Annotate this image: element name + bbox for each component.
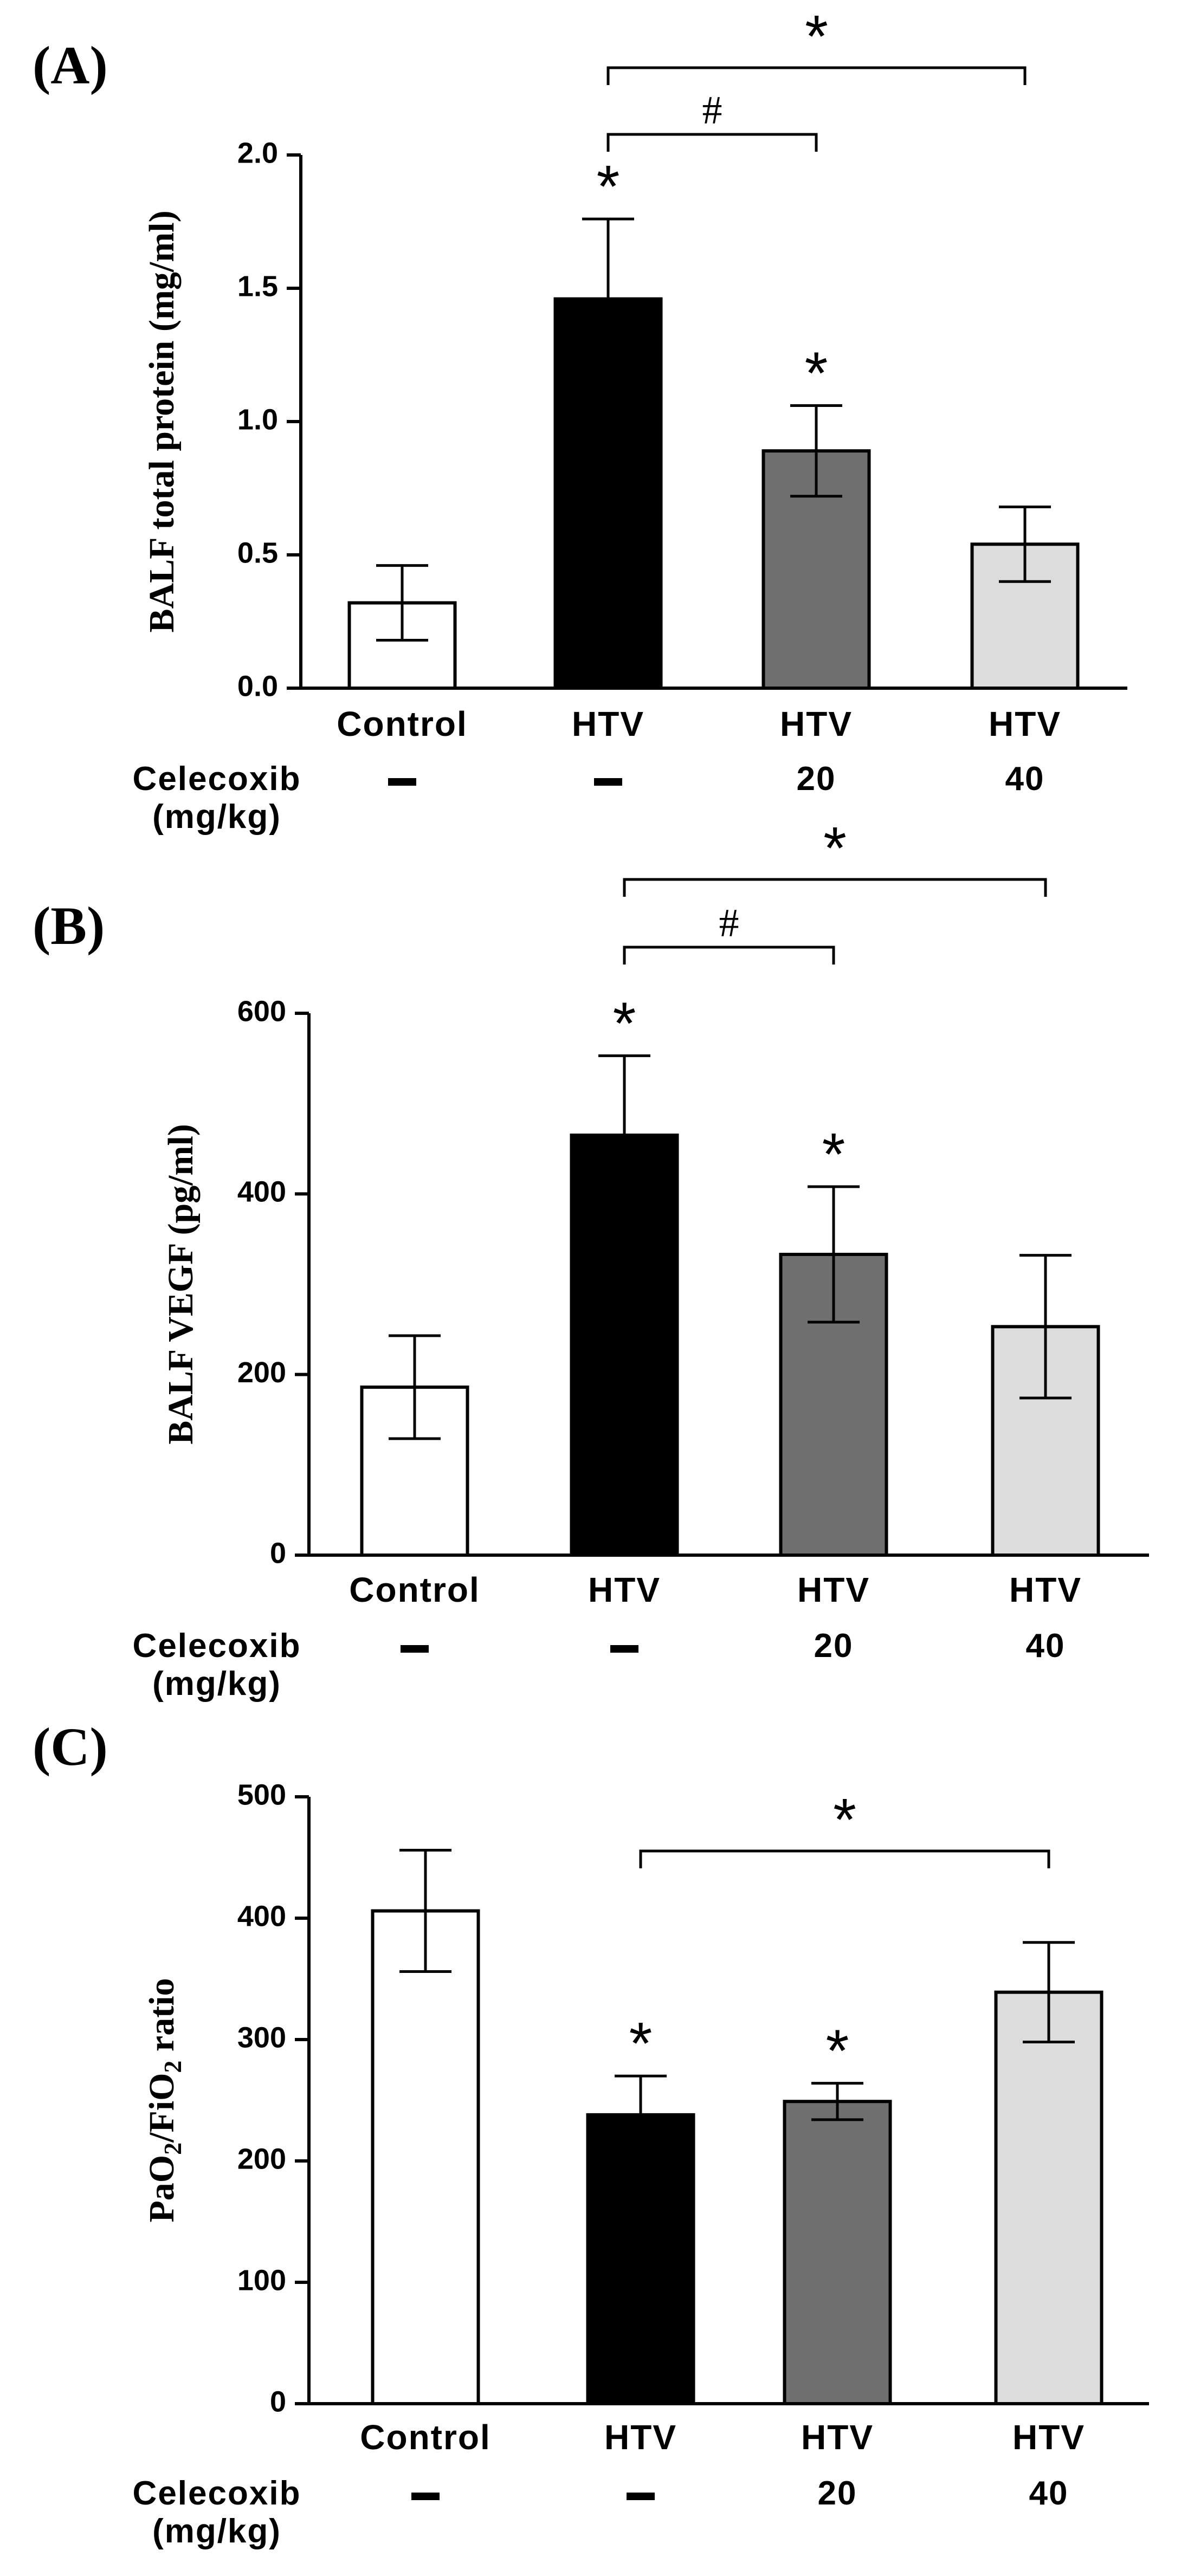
dose-dash [411, 2493, 440, 2500]
y-axis-label: BALF VEGF (pg/ml) [161, 1124, 201, 1445]
y-tick-label: 0 [270, 1537, 286, 1569]
dose-dash [627, 2493, 655, 2500]
y-tick-label: 400 [237, 1176, 286, 1208]
y-axis-label-part: /FiO [142, 2073, 182, 2143]
dose-label: 40 [1029, 2475, 1069, 2512]
chart-panel: (B) 0 200 400 600 BALF VEGF (pg/ml) Control * HT… [33, 815, 1149, 1703]
category-label: Control [337, 704, 468, 743]
y-tick-label: 0 [270, 2385, 286, 2418]
y-tick-label: 0.0 [237, 670, 278, 702]
dose-label: 20 [818, 2475, 857, 2512]
significance-star: * [805, 340, 828, 406]
dose-row-label: Celecoxib [133, 1627, 301, 1665]
dose-dash [594, 778, 622, 786]
category-label: HTV [780, 704, 853, 743]
category-label: HTV [797, 1570, 870, 1609]
bar [586, 2113, 695, 2405]
comparison-symbol: * [823, 815, 847, 882]
comparison-symbol: # [719, 901, 739, 946]
comparison-bracket [606, 133, 818, 152]
bar [994, 1990, 1103, 2405]
category-label: HTV [572, 704, 644, 743]
bar [783, 2100, 892, 2405]
y-tick-label: 1.5 [237, 270, 278, 302]
dose-label: 20 [797, 760, 836, 798]
dose-label: 40 [1026, 1627, 1066, 1665]
bar [371, 1909, 480, 2406]
panel-label: (A) [33, 35, 108, 95]
comparison-symbol: # [702, 88, 722, 133]
comparison-bracket [606, 66, 1027, 85]
significance-star: * [822, 1121, 846, 1188]
category-label: Control [349, 1570, 480, 1609]
y-axis-label: PaO2/FiO2 ratio [142, 1978, 186, 2222]
y-tick-label: 300 [237, 2021, 286, 2054]
significance-star: * [629, 2010, 653, 2077]
y-axis-label-part: ratio [142, 1978, 182, 2060]
comparison-bracket [623, 946, 835, 965]
dose-row-unit: (mg/kg) [152, 798, 281, 836]
y-axis-label-part: 2 [159, 2143, 186, 2155]
y-axis-label: BALF total protein (mg/ml) [142, 210, 182, 632]
panel-label: (C) [33, 1717, 108, 1777]
dose-label: 20 [814, 1627, 854, 1665]
dose-row-unit: (mg/kg) [152, 1665, 281, 1703]
y-axis-label-part: PaO [142, 2155, 182, 2223]
y-tick-label: 0.5 [237, 536, 278, 569]
comparison-symbol: * [805, 3, 828, 70]
y-tick-label: 200 [237, 2143, 286, 2175]
category-label: Control [360, 2418, 491, 2457]
category-label: HTV [588, 1570, 661, 1609]
y-axis-label-part: 2 [159, 2061, 186, 2073]
dose-label: 40 [1005, 760, 1045, 798]
significance-star: * [613, 990, 636, 1057]
y-tick-label: 400 [237, 1900, 286, 1932]
y-tick-label: 500 [237, 1778, 286, 1811]
panel-label: (B) [33, 896, 105, 956]
y-tick-label: 200 [237, 1356, 286, 1389]
y-tick-label: 600 [237, 995, 286, 1027]
chart-panel: (A) 0.0 0.5 1.0 1.5 2.0 BALF total protein (mg… [33, 3, 1127, 836]
y-tick-label: 2.0 [237, 137, 278, 169]
category-label: HTV [604, 2418, 677, 2457]
y-tick-label: 100 [237, 2264, 286, 2296]
category-label: HTV [989, 704, 1061, 743]
dose-dash [401, 1645, 429, 1653]
significance-star: * [826, 2018, 849, 2085]
dose-row-label: Celecoxib [133, 2475, 301, 2512]
comparison-bracket [623, 878, 1047, 897]
comparison-symbol: * [833, 1787, 856, 1853]
dose-dash [610, 1645, 638, 1653]
category-label: HTV [1012, 2418, 1085, 2457]
dose-row-label: Celecoxib [133, 760, 301, 798]
category-label: HTV [1009, 1570, 1082, 1609]
y-tick-label: 1.0 [237, 403, 278, 436]
comparison-bracket [639, 1849, 1050, 1868]
category-label: HTV [801, 2418, 874, 2457]
significance-star: * [597, 153, 620, 220]
dose-row-unit: (mg/kg) [152, 2513, 281, 2550]
dose-dash [388, 778, 416, 786]
